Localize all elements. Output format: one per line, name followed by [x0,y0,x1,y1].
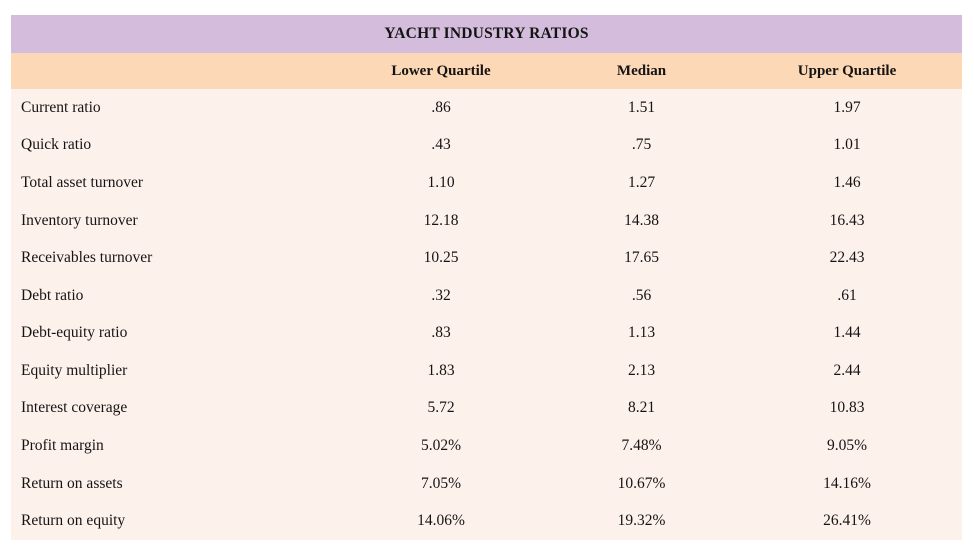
table-row: Receivables turnover 10.25 17.65 22.43 [11,239,962,277]
cell-lower-quartile: 12.18 [423,211,459,229]
cell-lower-quartile: 5.72 [427,399,455,417]
cell-median: 17.65 [624,249,659,267]
table-body: Current ratio .86 1.51 1.97 Quick ratio … [11,89,962,540]
table-row: Interest coverage 5.72 8.21 10.83 [11,390,962,428]
table-header-row: Lower Quartile Median Upper Quartile [11,53,962,89]
row-label: Profit margin [21,436,104,454]
cell-upper-quartile: 10.83 [829,399,865,417]
cell-upper-quartile: 16.43 [829,211,865,229]
row-label: Return on assets [21,474,123,492]
row-label: Quick ratio [21,136,92,154]
cell-median: 8.21 [627,399,656,417]
table-title-bar: YACHT INDUSTRY RATIOS [11,15,962,53]
cell-upper-quartile: 1.01 [833,136,861,154]
table-title: YACHT INDUSTRY RATIOS [384,25,589,42]
table-row: Debt ratio .32 .56 .61 [11,277,962,315]
cell-upper-quartile: .61 [837,286,857,304]
cell-upper-quartile: 14.16% [823,474,871,492]
cell-median: 7.48% [621,436,662,454]
cell-upper-quartile: 26.41% [823,512,871,530]
cell-lower-quartile: .83 [431,324,451,342]
cell-median: .75 [631,136,652,154]
table-row: Quick ratio .43 .75 1.01 [11,127,962,165]
row-label: Interest coverage [21,399,128,417]
cell-upper-quartile: 1.46 [833,173,861,191]
table-row: Return on equity 14.06% 19.32% 26.41% [11,502,962,540]
column-header-lower-quartile: Lower Quartile [391,62,491,79]
table-row: Current ratio .86 1.51 1.97 [11,89,962,127]
cell-median: 1.27 [627,173,656,191]
row-label: Debt-equity ratio [21,324,128,342]
cell-median: 2.13 [627,361,656,379]
yacht-industry-ratios-table: YACHT INDUSTRY RATIOS Lower Quartile Med… [11,15,962,540]
cell-lower-quartile: .43 [431,136,451,154]
row-label: Inventory turnover [21,211,138,229]
cell-lower-quartile: .86 [431,98,451,116]
cell-lower-quartile: 14.06% [417,512,465,530]
cell-median: 10.67% [617,474,666,492]
row-label: Debt ratio [21,286,84,304]
cell-upper-quartile: 9.05% [826,436,868,454]
cell-lower-quartile: 1.83 [427,361,455,379]
cell-median: 14.38 [624,211,659,229]
cell-upper-quartile: 2.44 [833,361,861,379]
table-row: Debt-equity ratio .83 1.13 1.44 [11,314,962,352]
cell-lower-quartile: 1.10 [427,173,455,191]
cell-median: 19.32% [617,512,666,530]
column-header-median: Median [616,62,667,79]
row-label: Receivables turnover [21,249,153,267]
table-row: Return on assets 7.05% 10.67% 14.16% [11,465,962,503]
cell-lower-quartile: 5.02% [420,436,462,454]
row-label: Current ratio [21,98,101,116]
column-header-upper-quartile: Upper Quartile [797,62,897,79]
cell-median: .56 [631,286,652,304]
table-row: Equity multiplier 1.83 2.13 2.44 [11,352,962,390]
cell-lower-quartile: .32 [431,286,451,304]
cell-upper-quartile: 1.44 [833,324,861,342]
table-row: Total asset turnover 1.10 1.27 1.46 [11,164,962,202]
table-row: Inventory turnover 12.18 14.38 16.43 [11,202,962,240]
table-row: Profit margin 5.02% 7.48% 9.05% [11,427,962,465]
cell-upper-quartile: 22.43 [829,249,865,267]
cell-lower-quartile: 7.05% [420,474,462,492]
cell-upper-quartile: 1.97 [833,98,861,116]
cell-median: 1.51 [627,98,656,116]
row-label: Equity multiplier [21,361,128,379]
cell-lower-quartile: 10.25 [423,249,459,267]
row-label: Total asset turnover [21,173,144,191]
cell-median: 1.13 [627,324,656,342]
row-label: Return on equity [21,512,126,530]
